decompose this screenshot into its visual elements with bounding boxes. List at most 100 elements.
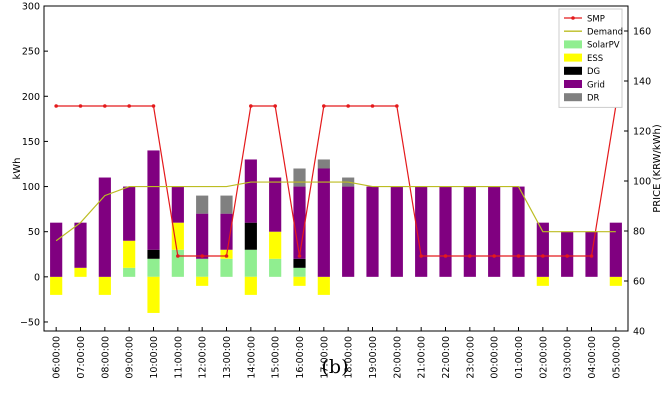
y-tick-label-300: 300 xyxy=(22,2,40,13)
bar-grid-23 xyxy=(609,222,622,277)
y2-tick-label-160: 160 xyxy=(633,27,651,38)
x-tick-label-13: 19:00:00 xyxy=(368,336,379,379)
legend-label-grid: Grid xyxy=(587,80,605,90)
point-smp-22 xyxy=(589,254,594,258)
bar-ess-0 xyxy=(50,276,63,295)
x-tick-label-22: 04:00:00 xyxy=(587,336,598,379)
bar-grid-17 xyxy=(463,186,476,277)
bar-solarpv-6 xyxy=(196,258,209,277)
bar-ess-2 xyxy=(98,276,111,295)
point-smp-13 xyxy=(370,104,375,108)
bar-solarpv-8 xyxy=(244,249,257,277)
x-tick-label-9: 15:00:00 xyxy=(271,336,282,379)
bar-grid-3 xyxy=(123,186,136,241)
x-tick-label-19: 01:00:00 xyxy=(514,336,525,379)
bar-grid-9 xyxy=(269,177,282,232)
x-tick-label-23: 05:00:00 xyxy=(611,336,622,379)
bar-dg-8 xyxy=(244,222,257,250)
bar-solarpv-3 xyxy=(123,267,136,277)
bar-solarpv-4 xyxy=(147,258,160,277)
x-tick-label-16: 22:00:00 xyxy=(441,336,452,379)
point-smp-1 xyxy=(78,104,83,108)
y2-axis-label: PRICE (KRW/kWh) xyxy=(652,124,663,213)
bar-grid-13 xyxy=(366,186,379,277)
y-tick-label-50: 50 xyxy=(28,227,40,238)
figure-caption: (b) xyxy=(321,356,349,378)
bar-grid-1 xyxy=(74,222,87,268)
bar-dr-6 xyxy=(196,195,209,214)
bar-ess-1 xyxy=(74,267,87,277)
x-tick-label-10: 16:00:00 xyxy=(295,336,306,379)
x-tick-label-21: 03:00:00 xyxy=(563,336,574,379)
bar-grid-0 xyxy=(50,222,63,277)
x-tick-label-8: 14:00:00 xyxy=(246,336,257,379)
bar-grid-15 xyxy=(415,186,428,277)
bar-ess-11 xyxy=(317,276,330,295)
bar-ess-8 xyxy=(244,276,257,295)
bar-grid-2 xyxy=(98,177,111,277)
bar-grid-11 xyxy=(317,168,330,277)
point-smp-14 xyxy=(395,104,399,108)
line-demand xyxy=(55,181,616,242)
bar-dg-10 xyxy=(293,258,306,268)
bar-ess-23 xyxy=(609,276,622,286)
x-tick-label-1: 07:00:00 xyxy=(76,336,87,379)
legend-label-solarpv: SolarPV xyxy=(587,41,620,51)
legend-swatch-solarpv xyxy=(564,40,582,49)
bar-dr-7 xyxy=(220,195,233,214)
x-tick-label-5: 11:00:00 xyxy=(173,336,184,379)
bar-dr-11 xyxy=(317,159,330,169)
bar-solarpv-10 xyxy=(293,267,306,277)
legend-label-ess: ESS xyxy=(587,54,603,64)
x-tick-label-3: 09:00:00 xyxy=(125,336,136,379)
point-smp-2 xyxy=(103,104,107,108)
legend-marker-smp xyxy=(571,16,575,20)
point-smp-17 xyxy=(468,254,472,258)
legend-swatch-ess xyxy=(564,53,582,62)
bar-ess-9 xyxy=(269,231,282,259)
bar-grid-6 xyxy=(196,213,209,259)
bar-grid-16 xyxy=(439,186,452,277)
point-smp-4 xyxy=(151,104,156,108)
point-smp-3 xyxy=(127,104,131,108)
point-smp-10 xyxy=(297,254,302,258)
legend-swatch-dg xyxy=(564,66,582,75)
point-smp-18 xyxy=(492,254,496,258)
bar-grid-4 xyxy=(147,150,160,250)
bar-grid-10 xyxy=(293,186,306,259)
legend-swatch-grid xyxy=(564,80,582,88)
x-tick-label-4: 10:00:00 xyxy=(149,336,160,379)
x-tick-label-15: 21:00:00 xyxy=(417,336,428,379)
legend-label-dr: DR xyxy=(587,94,600,104)
x-tick-label-18: 00:00:00 xyxy=(490,336,501,379)
bar-dr-10 xyxy=(293,168,306,187)
x-tick-label-0: 06:00:00 xyxy=(52,336,63,379)
plot-frame xyxy=(43,5,629,332)
bar-solarpv-9 xyxy=(269,258,282,277)
bar-solarpv-7 xyxy=(220,258,233,277)
bar-grid-20 xyxy=(536,222,549,277)
y-tick-label-250: 250 xyxy=(22,47,40,58)
bar-grid-12 xyxy=(342,186,355,277)
x-tick-label-2: 08:00:00 xyxy=(100,336,111,379)
bar-grid-18 xyxy=(488,186,501,277)
x-tick-label-12: 18:00:00 xyxy=(344,336,355,379)
y2-tick-label-40: 40 xyxy=(633,327,645,338)
bar-grid-19 xyxy=(512,186,525,277)
y2-tick-label-60: 60 xyxy=(633,277,645,288)
y-axis-label: kWh xyxy=(12,157,23,179)
bar-ess-6 xyxy=(196,276,209,286)
bar-ess-3 xyxy=(123,240,136,268)
point-smp-7 xyxy=(224,254,229,258)
point-smp-5 xyxy=(176,254,180,258)
legend-label-dg: DG xyxy=(587,67,600,77)
point-smp-11 xyxy=(322,104,326,108)
y-tick-label-100: 100 xyxy=(22,182,40,193)
bar-grid-8 xyxy=(244,159,257,223)
y2-tick-label-120: 120 xyxy=(633,127,651,138)
point-smp-6 xyxy=(200,254,204,258)
legend-label-demand: Demand xyxy=(587,28,623,38)
legend-label-smp: SMP xyxy=(587,14,605,24)
